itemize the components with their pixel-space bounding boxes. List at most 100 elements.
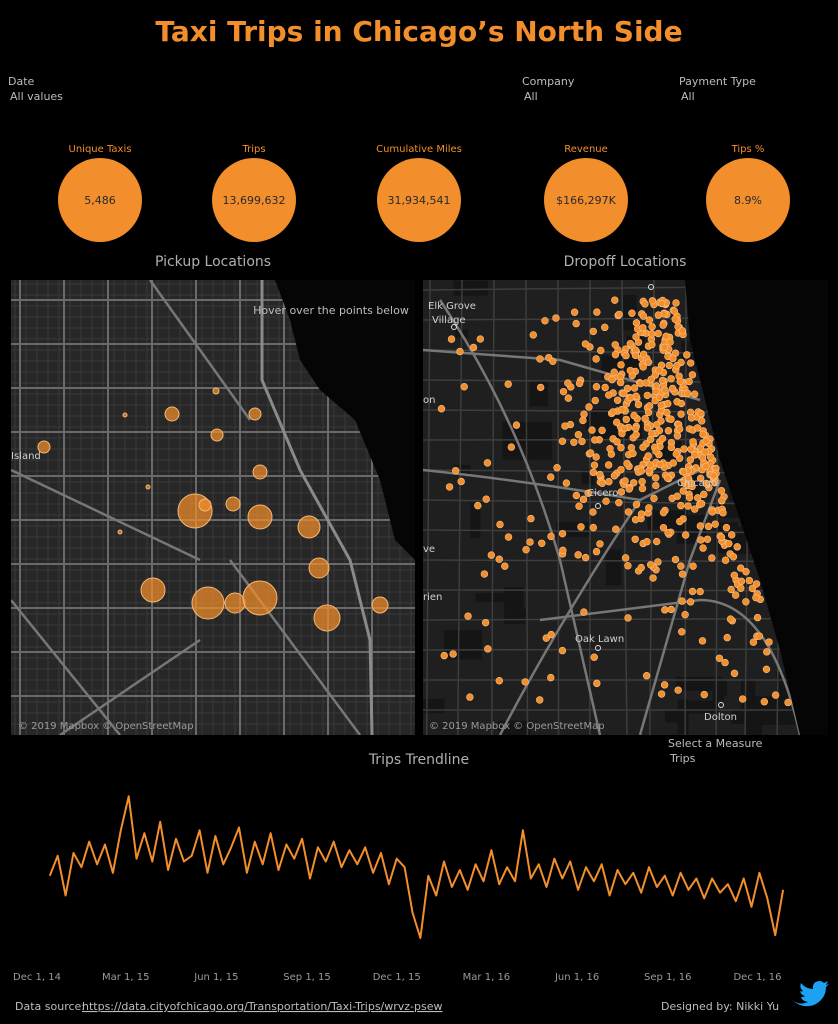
dropoff-point[interactable] — [512, 421, 521, 429]
dropoff-point[interactable] — [659, 508, 668, 517]
dropoff-point[interactable] — [683, 389, 692, 398]
dropoff-point[interactable] — [645, 316, 654, 324]
dropoff-point[interactable] — [558, 437, 567, 445]
dropoff-point[interactable] — [644, 358, 653, 366]
dropoff-point[interactable] — [686, 456, 695, 464]
dropoff-point[interactable] — [437, 405, 446, 413]
dropoff-point[interactable] — [588, 426, 596, 434]
dropoff-point[interactable] — [487, 551, 496, 559]
dropoff-point[interactable] — [617, 443, 625, 452]
dropoff-point[interactable] — [480, 570, 489, 578]
dropoff-map[interactable]: Elk Grove Village on Cicero Chicago ve rien Oak… — [423, 280, 838, 759]
dropoff-point[interactable] — [564, 394, 573, 402]
pickup-point[interactable] — [145, 484, 151, 490]
dropoff-point[interactable] — [483, 459, 492, 467]
dropoff-point[interactable] — [644, 452, 652, 460]
dropoff-point[interactable] — [718, 496, 726, 505]
dropoff-point[interactable] — [626, 366, 635, 375]
dropoff-point[interactable] — [642, 379, 650, 387]
dropoff-point[interactable] — [645, 402, 654, 410]
dropoff-point[interactable] — [679, 487, 687, 495]
dropoff-point[interactable] — [608, 375, 616, 384]
dropoff-point[interactable] — [639, 350, 648, 359]
dropoff-point[interactable] — [621, 477, 629, 485]
dropoff-point[interactable] — [729, 553, 738, 561]
dropoff-point[interactable] — [630, 411, 638, 420]
dropoff-point[interactable] — [538, 539, 546, 547]
dropoff-point[interactable] — [634, 400, 643, 409]
dropoff-point[interactable] — [440, 651, 448, 660]
dropoff-point[interactable] — [654, 311, 663, 319]
source-link[interactable]: https://data.cityofchicago.org/Transport… — [82, 1000, 443, 1013]
dropoff-point[interactable] — [672, 299, 680, 307]
dropoff-point[interactable] — [755, 632, 764, 640]
dropoff-point[interactable] — [669, 459, 677, 467]
pickup-point[interactable] — [371, 596, 389, 614]
dropoff-point[interactable] — [738, 695, 747, 703]
dropoff-point[interactable] — [719, 509, 727, 517]
dropoff-point[interactable] — [611, 350, 620, 359]
pickup-point[interactable] — [212, 387, 220, 395]
dropoff-point[interactable] — [617, 465, 625, 474]
dropoff-point[interactable] — [598, 479, 606, 487]
dropoff-point[interactable] — [669, 354, 677, 363]
dropoff-point[interactable] — [658, 376, 667, 385]
dropoff-point[interactable] — [680, 445, 688, 453]
dropoff-point[interactable] — [650, 494, 658, 503]
dropoff-point[interactable] — [625, 485, 633, 493]
dropoff-point[interactable] — [752, 580, 761, 588]
dropoff-point[interactable] — [671, 555, 680, 564]
dropoff-point[interactable] — [717, 533, 726, 541]
dropoff-point[interactable] — [671, 315, 679, 323]
dropoff-point[interactable] — [460, 383, 468, 391]
dropoff-point[interactable] — [696, 522, 705, 530]
dropoff-point[interactable] — [596, 540, 604, 548]
dropoff-point[interactable] — [629, 479, 638, 487]
dropoff-point[interactable] — [558, 646, 567, 655]
dropoff-point[interactable] — [451, 467, 460, 475]
dropoff-point[interactable] — [675, 425, 684, 433]
pickup-point[interactable] — [191, 586, 225, 620]
dropoff-point[interactable] — [552, 314, 560, 322]
dropoff-point[interactable] — [604, 461, 613, 469]
dropoff-point[interactable] — [469, 343, 478, 352]
dropoff-point[interactable] — [678, 570, 687, 578]
dropoff-point[interactable] — [610, 368, 618, 376]
dropoff-point[interactable] — [702, 437, 710, 445]
filter-value[interactable]: All — [524, 90, 538, 103]
dropoff-point[interactable] — [601, 383, 609, 392]
dropoff-point[interactable] — [673, 432, 682, 440]
dropoff-point[interactable] — [637, 467, 646, 475]
dropoff-point[interactable] — [681, 610, 689, 619]
dropoff-point[interactable] — [591, 436, 599, 444]
dropoff-point[interactable] — [688, 587, 697, 596]
dropoff-point[interactable] — [683, 351, 691, 359]
dropoff-point[interactable] — [685, 377, 693, 386]
dropoff-point[interactable] — [613, 396, 622, 404]
pickup-point[interactable] — [37, 440, 51, 454]
dropoff-point[interactable] — [646, 461, 654, 469]
pickup-point[interactable] — [164, 406, 180, 422]
dropoff-point[interactable] — [641, 300, 649, 308]
filter-value[interactable]: All — [681, 90, 695, 103]
dropoff-point[interactable] — [495, 677, 504, 685]
dropoff-point[interactable] — [586, 449, 595, 457]
pickup-point[interactable] — [224, 592, 246, 614]
dropoff-point[interactable] — [624, 508, 633, 516]
dropoff-point[interactable] — [661, 606, 669, 614]
dropoff-point[interactable] — [504, 533, 513, 541]
dropoff-point[interactable] — [617, 488, 625, 496]
dropoff-point[interactable] — [765, 638, 773, 646]
dropoff-point[interactable] — [559, 546, 567, 555]
dropoff-point[interactable] — [686, 359, 695, 367]
dropoff-point[interactable] — [449, 650, 457, 658]
dropoff-point[interactable] — [737, 584, 745, 592]
dropoff-point[interactable] — [690, 390, 699, 398]
dropoff-point[interactable] — [504, 380, 512, 388]
dropoff-point[interactable] — [601, 323, 609, 332]
dropoff-point[interactable] — [666, 338, 674, 346]
dropoff-point[interactable] — [611, 296, 619, 304]
dropoff-point[interactable] — [696, 474, 705, 483]
dropoff-point[interactable] — [466, 693, 474, 701]
dropoff-point[interactable] — [657, 690, 666, 698]
